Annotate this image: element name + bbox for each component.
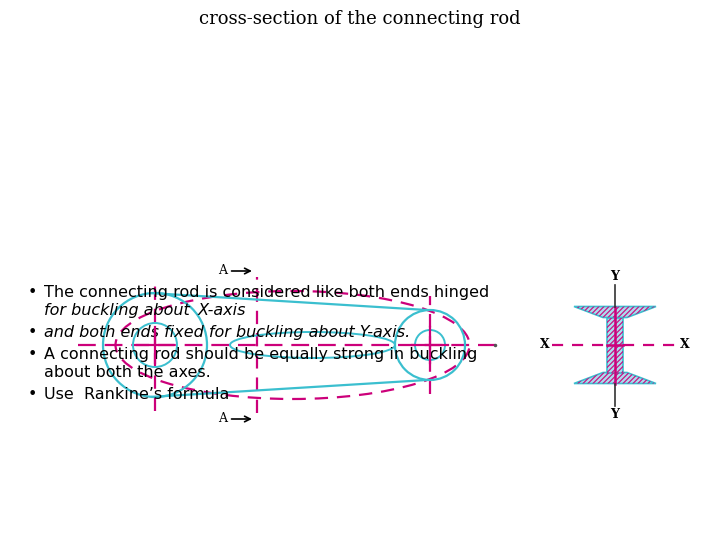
Text: A: A	[217, 413, 227, 426]
Text: •: •	[28, 387, 37, 402]
Polygon shape	[574, 373, 656, 383]
Polygon shape	[607, 318, 623, 373]
Text: The connecting rod is considered like both ends hinged: The connecting rod is considered like bo…	[44, 285, 490, 300]
Text: Y: Y	[611, 408, 619, 421]
Text: •: •	[28, 285, 37, 300]
Text: for buckling about  X-axis: for buckling about X-axis	[44, 303, 246, 318]
Text: X: X	[540, 339, 550, 352]
Text: Use  Rankine’s formula: Use Rankine’s formula	[44, 387, 230, 402]
Text: about both the axes.: about both the axes.	[44, 365, 211, 380]
Text: •: •	[28, 325, 37, 340]
Text: X: X	[680, 339, 690, 352]
Polygon shape	[574, 307, 656, 318]
Text: cross-section of the connecting rod: cross-section of the connecting rod	[199, 10, 521, 28]
Text: and both ends fixed for buckling about Y-axis.: and both ends fixed for buckling about Y…	[44, 325, 410, 340]
Text: •: •	[28, 347, 37, 362]
Text: Y: Y	[611, 269, 619, 282]
Text: A connecting rod should be equally strong in buckling: A connecting rod should be equally stron…	[44, 347, 477, 362]
Text: A: A	[217, 265, 227, 278]
